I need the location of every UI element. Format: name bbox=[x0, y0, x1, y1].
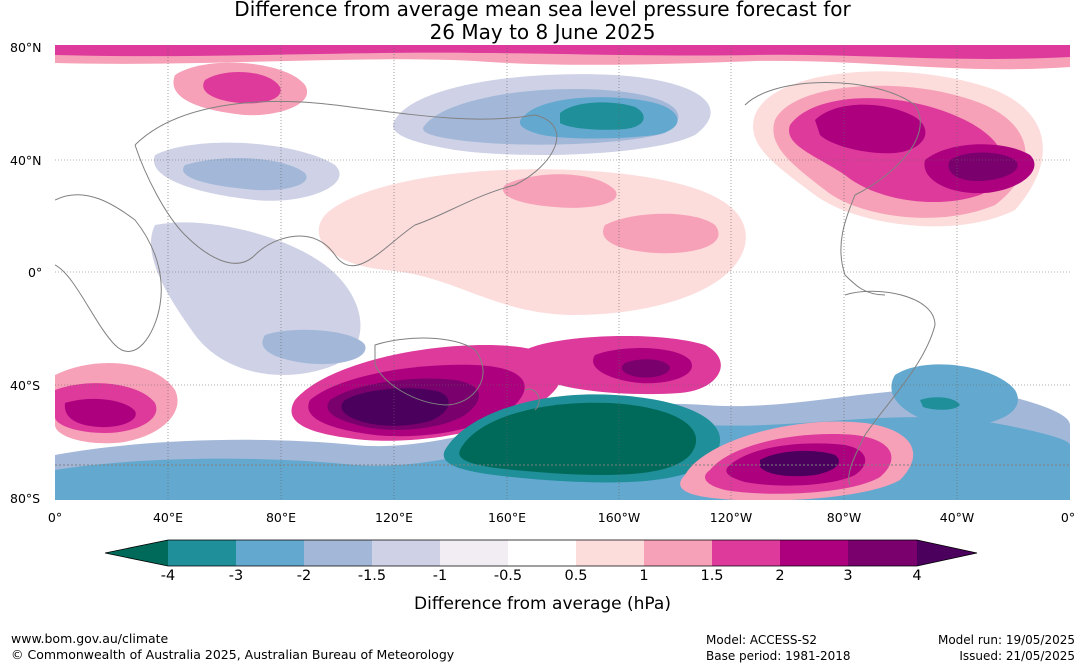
lon-label-80e: 80°E bbox=[265, 510, 297, 525]
anomaly-north-pacific-high-2 bbox=[503, 174, 617, 208]
footer-base-period: Base period: 1981-2018 bbox=[706, 649, 851, 663]
anomaly-indian-ocean-low-2 bbox=[262, 329, 366, 365]
legend-swatch-above-max bbox=[917, 540, 977, 566]
legend-swatch-3 bbox=[304, 540, 372, 566]
lon-label-160e: 160°E bbox=[487, 510, 527, 525]
anomaly-central-pacific-high bbox=[603, 213, 719, 254]
legend-outline bbox=[105, 539, 978, 567]
anomaly-north-pacific-low-4 bbox=[560, 102, 644, 130]
footer-url[interactable]: www.bom.gov.au/climate bbox=[11, 631, 169, 646]
anomaly-north-america-high-4 bbox=[815, 104, 926, 154]
lon-label-80w: 80°W bbox=[826, 510, 862, 525]
lon-label-120e: 120°E bbox=[374, 510, 414, 525]
lat-label-40s: 40°S bbox=[10, 378, 41, 393]
map-gridlines bbox=[55, 45, 1070, 500]
anomaly-south-atlantic-low bbox=[891, 364, 1018, 426]
anomaly-asia-low-2 bbox=[183, 158, 307, 191]
anomaly-southern-ocean-low-2 bbox=[459, 402, 697, 476]
legend-swatch-4 bbox=[372, 540, 440, 566]
footer-issued: Issued: 21/05/2025 bbox=[959, 649, 1075, 663]
legend-tick: -3 bbox=[228, 568, 244, 584]
legend-tick: 0.5 bbox=[564, 568, 588, 584]
coastlines bbox=[55, 82, 1070, 486]
legend-tick: 1 bbox=[639, 568, 649, 584]
lat-label-0: 0° bbox=[28, 265, 43, 280]
lon-label-40e: 40°E bbox=[152, 510, 184, 525]
legend-swatch-5 bbox=[440, 540, 508, 566]
lat-label-40n: 40°N bbox=[10, 153, 42, 168]
legend-tick: -1.5 bbox=[357, 568, 387, 584]
anomaly-south-pacific-high-3 bbox=[621, 359, 670, 378]
legend-tick: -4 bbox=[160, 568, 176, 584]
legend-colorbar bbox=[105, 539, 978, 567]
legend-swatch-9 bbox=[712, 540, 780, 566]
anomaly-southern-indian-high-4 bbox=[341, 388, 449, 426]
legend-tick: 4 bbox=[912, 568, 922, 584]
lon-label-0-right: 0° bbox=[1060, 510, 1076, 525]
legend-tick: -0.5 bbox=[493, 568, 523, 584]
pressure-anomaly-map bbox=[55, 45, 1070, 500]
legend-label: Difference from average (hPa) bbox=[414, 594, 671, 614]
legend-swatch-10 bbox=[780, 540, 848, 566]
legend-tick: -1 bbox=[432, 568, 448, 584]
legend-tick: 2 bbox=[775, 568, 785, 584]
footer-copyright: © Commonwealth of Australia 2025, Austra… bbox=[11, 647, 455, 662]
footer-model-run: Model run: 19/05/2025 bbox=[937, 633, 1075, 647]
anomaly-arctic-strong bbox=[55, 45, 1070, 59]
legend-tick: -2 bbox=[296, 568, 312, 584]
legend-tick: 3 bbox=[843, 568, 853, 584]
anomaly-siberia-high-2 bbox=[203, 71, 281, 104]
anomaly-south-atlantic-low-2 bbox=[920, 397, 960, 410]
lon-label-160w: 160°W bbox=[597, 510, 641, 525]
anomaly-southeast-pacific-high-4 bbox=[760, 450, 839, 477]
anomaly-south-atlantic-high-3 bbox=[64, 398, 136, 428]
lon-label-40w: 40°W bbox=[939, 510, 975, 525]
lon-label-0-left: 0° bbox=[47, 510, 63, 525]
legend-swatch-1 bbox=[168, 540, 236, 566]
map-title-line-2: 26 May to 8 June 2025 bbox=[429, 20, 656, 44]
legend-swatch-8 bbox=[644, 540, 712, 566]
legend-swatch-7 bbox=[576, 540, 644, 566]
legend-swatch-11 bbox=[848, 540, 917, 566]
anomaly-north-atlantic-high-5 bbox=[948, 152, 1018, 182]
legend-swatch-2 bbox=[236, 540, 304, 566]
map-title-line-1: Difference from average mean sea level p… bbox=[234, 0, 851, 21]
legend-swatch-6 bbox=[508, 540, 576, 566]
lat-label-80s: 80°S bbox=[10, 491, 41, 506]
legend-swatch-below-min bbox=[105, 540, 168, 566]
anomaly-north-pacific-high bbox=[318, 169, 746, 315]
lon-label-120w: 120°W bbox=[709, 510, 753, 525]
lat-label-80n: 80°N bbox=[10, 40, 42, 55]
legend-tick: 1.5 bbox=[700, 568, 724, 584]
footer-model: Model: ACCESS-S2 bbox=[706, 633, 818, 647]
